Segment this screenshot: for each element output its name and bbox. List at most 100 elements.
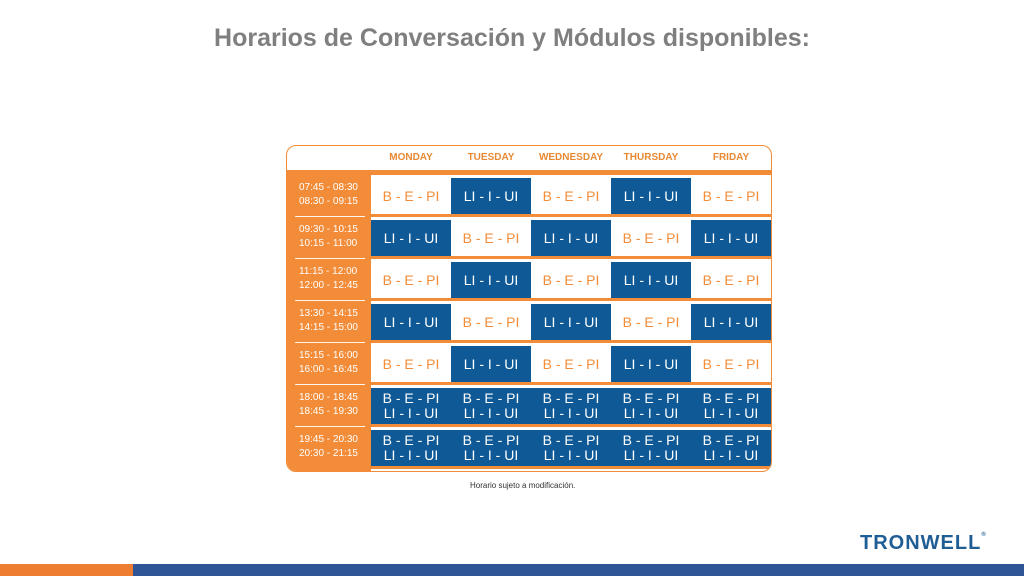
module-label: B - E - PI bbox=[462, 230, 520, 246]
header-divider bbox=[287, 170, 771, 175]
schedule-cell: B - E - PI LI - I - UI bbox=[611, 388, 691, 424]
schedule-cell: LI - I - UI bbox=[611, 178, 691, 214]
day-header-wednesday: WEDNESDAY bbox=[538, 152, 604, 163]
schedule-cell: B - E - PI LI - I - UI bbox=[531, 388, 611, 424]
time-range: 12:00 - 12:45 bbox=[299, 280, 358, 291]
time-slot: 09:30 - 10:15 10:15 - 11:00 bbox=[287, 217, 371, 258]
schedule-cell: B - E - PI LI - I - UI bbox=[691, 388, 771, 424]
time-slot: 07:45 - 08:30 08:30 - 09:15 bbox=[287, 175, 371, 216]
time-slot: 18:00 - 18:45 18:45 - 19:30 bbox=[287, 385, 371, 426]
schedule-cell: B - E - PI LI - I - UI bbox=[691, 430, 771, 466]
schedule-cell: LI - I - UI bbox=[531, 220, 611, 256]
schedule-cell: B - E - PI LI - I - UI bbox=[611, 430, 691, 466]
time-slot: 11:15 - 12:00 12:00 - 12:45 bbox=[287, 259, 371, 300]
footer-blue-bar bbox=[133, 564, 1024, 576]
module-label: B - E - PI bbox=[542, 432, 600, 448]
time-range: 14:15 - 15:00 bbox=[299, 322, 358, 333]
module-label: LI - I - UI bbox=[623, 356, 679, 372]
time-range: 18:00 - 18:45 bbox=[299, 392, 358, 403]
schedule-cell: B - E - PI LI - I - UI bbox=[531, 430, 611, 466]
module-label: LI - I - UI bbox=[623, 188, 679, 204]
schedule-cell: B - E - PI LI - I - UI bbox=[451, 388, 531, 424]
tronwell-logo: TRONWELL® bbox=[860, 532, 987, 555]
schedule-cell: B - E - PI bbox=[691, 262, 771, 298]
module-label: LI - I - UI bbox=[543, 314, 599, 330]
time-range: 15:15 - 16:00 bbox=[299, 350, 358, 361]
time-separator bbox=[295, 258, 365, 259]
time-separator bbox=[295, 384, 365, 385]
row-divider bbox=[371, 340, 771, 343]
module-label: LI - I - UI bbox=[543, 447, 599, 463]
time-range: 11:15 - 12:00 bbox=[299, 266, 358, 277]
schedule-cell: B - E - PI bbox=[531, 178, 611, 214]
module-label: LI - I - UI bbox=[543, 405, 599, 421]
schedule-cell: B - E - PI bbox=[371, 346, 451, 382]
schedule-cell: B - E - PI bbox=[691, 178, 771, 214]
time-range: 18:45 - 19:30 bbox=[299, 406, 358, 417]
time-column: 07:45 - 08:30 08:30 - 09:15 09:30 - 10:15 1… bbox=[287, 175, 371, 471]
module-label: B - E - PI bbox=[542, 390, 600, 406]
row-divider bbox=[371, 214, 771, 217]
schedule-cell: B - E - PI bbox=[451, 304, 531, 340]
schedule-cell: LI - I - UI bbox=[531, 304, 611, 340]
time-range: 20:30 - 21:15 bbox=[299, 448, 358, 459]
schedule-cell: LI - I - UI bbox=[611, 262, 691, 298]
schedule-cell: B - E - PI bbox=[531, 262, 611, 298]
logo-text: TRONWELL bbox=[860, 532, 982, 554]
module-label: LI - I - UI bbox=[383, 230, 439, 246]
schedule-cell: LI - I - UI bbox=[451, 178, 531, 214]
logo-mark: ® bbox=[981, 532, 987, 538]
module-label: B - E - PI bbox=[542, 356, 600, 372]
time-separator bbox=[295, 426, 365, 427]
module-label: B - E - PI bbox=[382, 432, 440, 448]
module-label: LI - I - UI bbox=[463, 272, 519, 288]
time-slot: 19:45 - 20:30 20:30 - 21:15 bbox=[287, 427, 371, 468]
module-label: B - E - PI bbox=[622, 230, 680, 246]
module-label: LI - I - UI bbox=[623, 447, 679, 463]
schedule-cell: LI - I - UI bbox=[371, 220, 451, 256]
day-header-monday: MONDAY bbox=[389, 152, 433, 163]
time-range: 16:00 - 16:45 bbox=[299, 364, 358, 375]
row-divider bbox=[371, 424, 771, 427]
row-divider bbox=[371, 382, 771, 385]
time-slot: 13:30 - 14:15 14:15 - 15:00 bbox=[287, 301, 371, 342]
module-label: B - E - PI bbox=[462, 390, 520, 406]
module-label: B - E - PI bbox=[702, 390, 760, 406]
schedule-cell: B - E - PI LI - I - UI bbox=[371, 430, 451, 466]
module-label: B - E - PI bbox=[542, 188, 600, 204]
schedule-cell: B - E - PI bbox=[451, 220, 531, 256]
schedule-cell: LI - I - UI bbox=[451, 262, 531, 298]
module-label: B - E - PI bbox=[542, 272, 600, 288]
time-range: 19:45 - 20:30 bbox=[299, 434, 358, 445]
module-label: B - E - PI bbox=[382, 188, 440, 204]
module-label: LI - I - UI bbox=[463, 188, 519, 204]
module-label: B - E - PI bbox=[622, 314, 680, 330]
module-label: LI - I - UI bbox=[543, 230, 599, 246]
day-header-friday: FRIDAY bbox=[712, 152, 750, 163]
time-separator bbox=[295, 342, 365, 343]
time-separator bbox=[295, 216, 365, 217]
time-range: 09:30 - 10:15 bbox=[299, 224, 358, 235]
module-label: LI - I - UI bbox=[623, 405, 679, 421]
time-range: 13:30 - 14:15 bbox=[299, 308, 358, 319]
module-label: B - E - PI bbox=[382, 356, 440, 372]
row-divider bbox=[371, 298, 771, 301]
schedule-cell: B - E - PI LI - I - UI bbox=[451, 430, 531, 466]
schedule-cell: LI - I - UI bbox=[371, 304, 451, 340]
module-label: LI - I - UI bbox=[703, 405, 759, 421]
module-label: B - E - PI bbox=[462, 432, 520, 448]
module-label: LI - I - UI bbox=[703, 447, 759, 463]
module-label: LI - I - UI bbox=[463, 405, 519, 421]
schedule-cell: B - E - PI bbox=[371, 178, 451, 214]
schedule-cell: LI - I - UI bbox=[691, 220, 771, 256]
schedule-cell: B - E - PI bbox=[371, 262, 451, 298]
row-divider bbox=[371, 256, 771, 259]
time-range: 07:45 - 08:30 bbox=[299, 182, 358, 193]
time-slot: 15:15 - 16:00 16:00 - 16:45 bbox=[287, 343, 371, 384]
schedule-cell: LI - I - UI bbox=[451, 346, 531, 382]
module-label: LI - I - UI bbox=[383, 314, 439, 330]
module-label: LI - I - UI bbox=[383, 405, 439, 421]
module-label: LI - I - UI bbox=[383, 447, 439, 463]
module-label: LI - I - UI bbox=[463, 447, 519, 463]
row-divider bbox=[371, 466, 771, 469]
